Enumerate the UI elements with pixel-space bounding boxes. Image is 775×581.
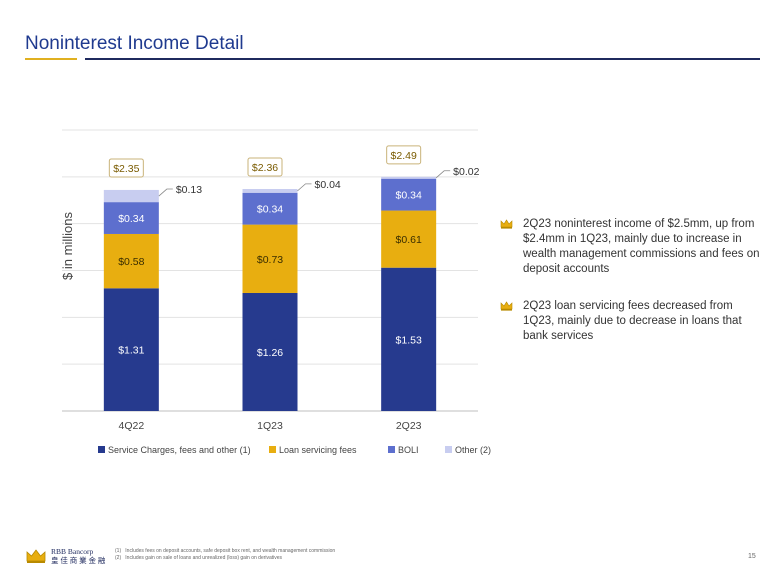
x-tick-label: 1Q23 bbox=[257, 420, 283, 432]
legend-label: Other (2) bbox=[455, 445, 491, 455]
bullet-text: 2Q23 loan servicing fees decreased from … bbox=[523, 300, 742, 342]
bullet-text: 2Q23 noninterest income of $2.5mm, up fr… bbox=[523, 218, 760, 275]
page-number: 15 bbox=[748, 553, 756, 560]
page-title: Noninterest Income Detail bbox=[25, 33, 244, 54]
total-box bbox=[247, 157, 283, 177]
data-label: $1.31 bbox=[118, 345, 144, 357]
legend-swatch bbox=[98, 446, 105, 453]
bar-segment bbox=[242, 192, 298, 225]
legend-swatch bbox=[269, 446, 276, 453]
logo-name: RBB Bancorp bbox=[51, 547, 94, 556]
total-label: $2.35 bbox=[113, 163, 139, 175]
data-label: $0.58 bbox=[118, 256, 144, 268]
bars bbox=[103, 176, 437, 411]
bar-segment bbox=[103, 233, 159, 289]
total-box bbox=[108, 158, 144, 178]
data-label-other: $0.02 bbox=[453, 166, 479, 178]
title-rule-gold bbox=[25, 58, 77, 60]
legend-swatch bbox=[445, 446, 452, 453]
callout-line bbox=[435, 170, 451, 179]
total-label: $2.49 bbox=[391, 150, 417, 162]
bar-segment bbox=[103, 189, 159, 203]
bar-segment bbox=[381, 267, 437, 411]
footnotes: (1) Includes fees on deposit accounts, s… bbox=[115, 548, 335, 562]
data-label-other: $0.04 bbox=[315, 179, 341, 191]
data-label: $0.61 bbox=[396, 234, 422, 246]
crown-icon bbox=[500, 301, 513, 311]
x-tick-label: 4Q22 bbox=[118, 420, 144, 432]
footnote: (1) Includes fees on deposit accounts, s… bbox=[115, 548, 336, 554]
bullet-item: 2Q23 noninterest income of $2.5mm, up fr… bbox=[500, 217, 762, 277]
legend: Service Charges, fees and other (1) Loan … bbox=[98, 445, 491, 455]
bar-segment bbox=[242, 224, 298, 293]
legend-label: Service Charges, fees and other (1) bbox=[108, 445, 251, 455]
bullet-item: 2Q23 loan servicing fees decreased from … bbox=[500, 299, 762, 344]
data-label: $0.34 bbox=[396, 190, 422, 202]
bar-segment bbox=[381, 210, 437, 268]
bar-segment bbox=[242, 189, 298, 193]
total-label: $2.36 bbox=[252, 162, 278, 174]
bar-segment bbox=[381, 176, 437, 179]
data-labels: $1.31 $0.58 $0.34 $0.13 $2.35 4Q22 $1.26 $0.73 $… bbox=[108, 145, 480, 432]
footnote: (2) Includes gain on sale of loans and u… bbox=[115, 555, 283, 561]
commentary-bullets: 2Q23 noninterest income of $2.5mm, up fr… bbox=[500, 217, 762, 366]
title-rule-navy bbox=[85, 58, 760, 60]
y-axis-label: $ in millions bbox=[60, 212, 75, 280]
data-label: $1.53 bbox=[396, 334, 422, 346]
x-tick-label: 2Q23 bbox=[396, 420, 422, 432]
bar-segment bbox=[242, 292, 298, 411]
bar-segment bbox=[381, 178, 437, 211]
legend-swatch bbox=[388, 446, 395, 453]
legend-label: Loan servicing fees bbox=[279, 445, 357, 455]
logo-chinese: 皇 佳 商 業 金 融 bbox=[51, 556, 106, 565]
company-logo: RBB Bancorp 皇 佳 商 業 金 融 bbox=[25, 547, 105, 565]
crown-icon bbox=[500, 219, 513, 229]
data-label-other: $0.13 bbox=[176, 184, 202, 196]
total-box bbox=[386, 145, 422, 165]
data-label: $0.73 bbox=[257, 254, 283, 266]
data-label: $0.34 bbox=[118, 213, 144, 225]
data-label: $0.34 bbox=[257, 204, 283, 216]
data-label: $1.26 bbox=[257, 347, 283, 359]
callout-line bbox=[158, 188, 173, 197]
bar-segment bbox=[103, 288, 159, 411]
bar-segment bbox=[103, 202, 159, 234]
legend-label: BOLI bbox=[398, 445, 419, 455]
crown-logo-icon bbox=[26, 549, 46, 563]
callout-line bbox=[297, 183, 312, 192]
